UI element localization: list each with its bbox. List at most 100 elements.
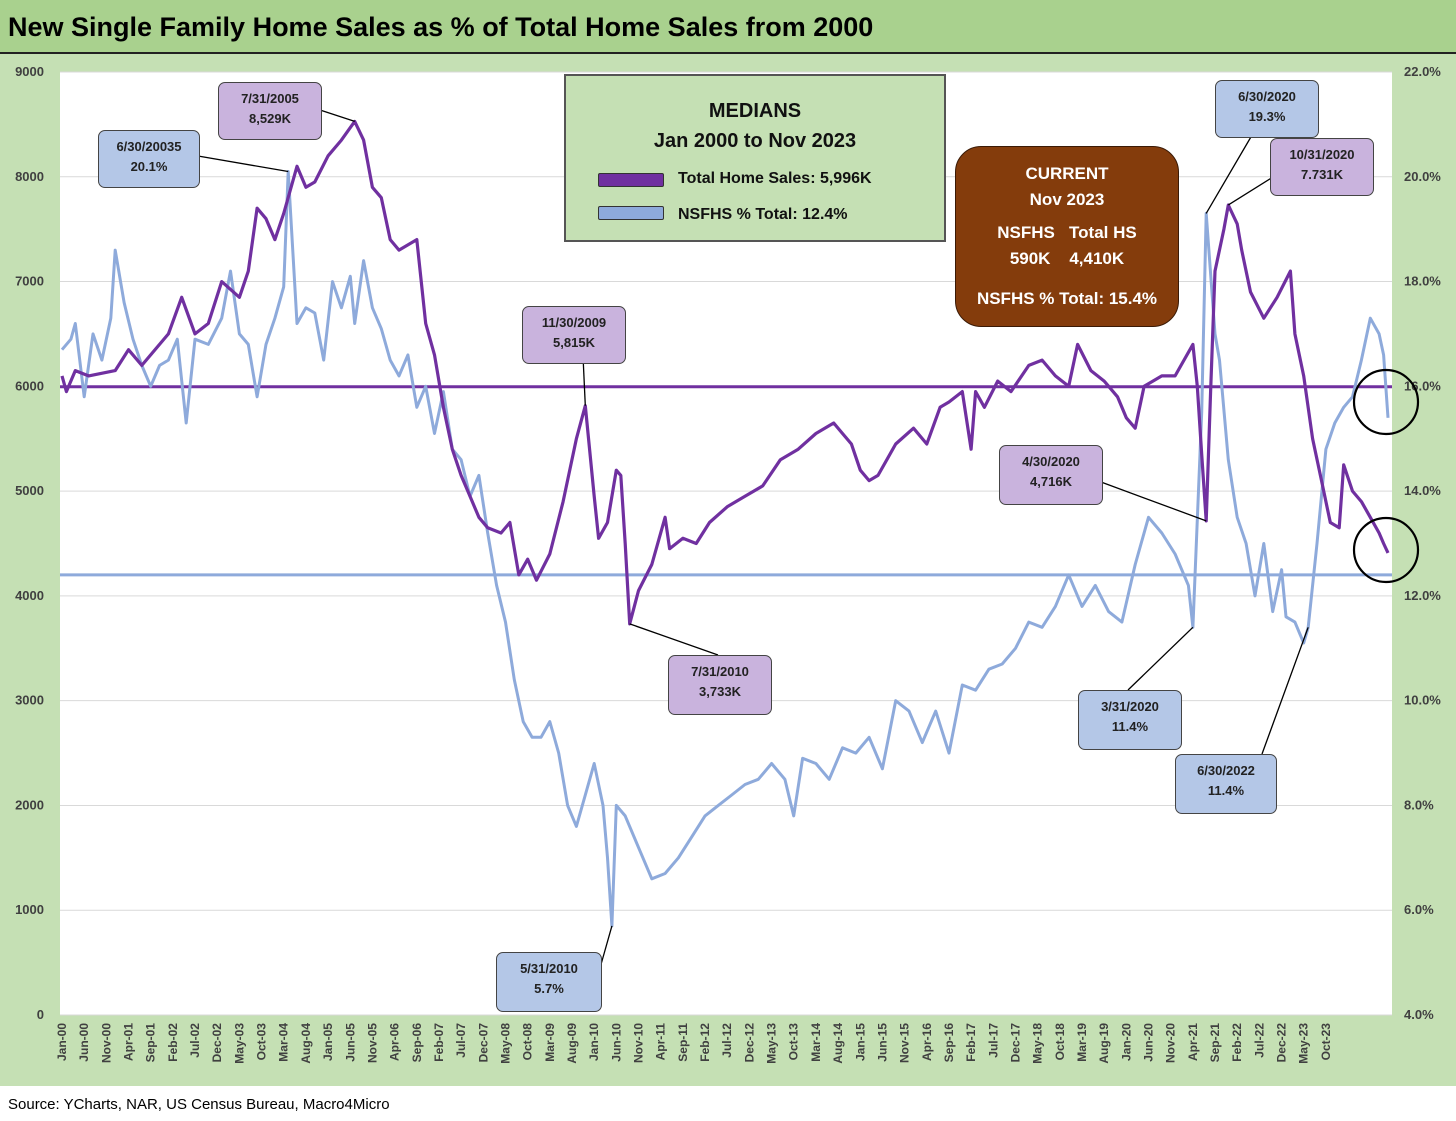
series-lines bbox=[60, 119, 1390, 928]
highlight-circle-total bbox=[1352, 516, 1420, 584]
callout-leader-line bbox=[582, 355, 586, 406]
callout-pct-2003: 6/30/20035 20.1% bbox=[98, 130, 200, 188]
x-tick-label: Apr-06 bbox=[388, 1023, 402, 1061]
callout-leader-line bbox=[1127, 626, 1194, 691]
callout-leader-line bbox=[319, 109, 355, 122]
x-tick-label: Oct-23 bbox=[1319, 1023, 1333, 1061]
x-tick-label: Jul-07 bbox=[454, 1023, 468, 1058]
callout-total-2005: 7/31/2005 8,529K bbox=[218, 82, 322, 140]
x-tick-label: May-13 bbox=[765, 1023, 779, 1064]
x-tick-label: Aug-14 bbox=[831, 1023, 845, 1064]
series-line-total bbox=[60, 119, 1390, 626]
x-tick-label: Jul-22 bbox=[1252, 1023, 1266, 1058]
x-tick-label: Sep-06 bbox=[410, 1023, 424, 1063]
x-tick-label: Mar-14 bbox=[809, 1023, 823, 1062]
y-right-tick-label: 14.0% bbox=[1404, 483, 1441, 498]
x-tick-label: Mar-19 bbox=[1075, 1023, 1089, 1062]
callout-leader-line bbox=[1261, 627, 1309, 755]
callout-value: 7.731K bbox=[1301, 167, 1343, 182]
x-tick-label: Sep-11 bbox=[676, 1023, 690, 1062]
current-line3: NSFHS Total HS bbox=[997, 223, 1137, 242]
highlight-circle-pct bbox=[1352, 368, 1420, 436]
x-tick-label: Jan-00 bbox=[55, 1023, 69, 1061]
x-tick-label: Feb-07 bbox=[432, 1023, 446, 1062]
callout-leader-line bbox=[197, 155, 289, 173]
medians-title: MEDIANS Jan 2000 to Nov 2023 bbox=[566, 96, 944, 156]
series-line-pct bbox=[60, 170, 1390, 928]
callout-value: 5.7% bbox=[534, 981, 564, 996]
x-tick-label: Jan-10 bbox=[587, 1023, 601, 1061]
x-tick-label: May-23 bbox=[1297, 1023, 1311, 1064]
callout-date: 6/30/2022 bbox=[1197, 763, 1255, 778]
x-tick-label: Nov-00 bbox=[99, 1023, 113, 1063]
callout-date: 7/31/2010 bbox=[691, 664, 749, 679]
current-line4: 590K 4,410K bbox=[1009, 249, 1125, 268]
y-right-tick-label: 6.0% bbox=[1404, 902, 1434, 917]
x-tick-label: Nov-20 bbox=[1164, 1023, 1178, 1063]
x-tick-label: Mar-09 bbox=[543, 1023, 557, 1062]
x-tick-label: Mar-04 bbox=[277, 1023, 291, 1062]
x-tick-label: Dec-17 bbox=[1008, 1023, 1022, 1063]
y-right-tick-label: 18.0% bbox=[1404, 274, 1441, 289]
callout-pct-2010: 5/31/2010 5.7% bbox=[496, 952, 602, 1012]
callout-value: 20.1% bbox=[130, 159, 168, 174]
callout-date: 7/31/2005 bbox=[241, 91, 299, 106]
x-tick-label: Jan-15 bbox=[853, 1023, 867, 1061]
x-tick-label: Apr-01 bbox=[122, 1023, 136, 1061]
x-tick-label: Aug-04 bbox=[299, 1023, 313, 1064]
x-tick-label: Jun-00 bbox=[77, 1023, 91, 1062]
current-line1: CURRENT bbox=[1025, 164, 1109, 183]
y-left-tick-label: 4000 bbox=[15, 588, 44, 603]
x-tick-label: Dec-12 bbox=[742, 1023, 756, 1063]
x-tick-label: Nov-15 bbox=[898, 1023, 912, 1063]
x-tick-label: Oct-13 bbox=[787, 1023, 801, 1061]
x-tick-label: Dec-22 bbox=[1275, 1023, 1289, 1063]
callout-pct-2020-jun: 6/30/2020 19.3% bbox=[1215, 80, 1319, 138]
callout-leader-line bbox=[1205, 129, 1256, 214]
x-tick-label: Dec-02 bbox=[210, 1023, 224, 1063]
y-right-tick-label: 10.0% bbox=[1404, 693, 1441, 708]
y-right-tick-label: 4.0% bbox=[1404, 1007, 1434, 1022]
x-tick-label: Oct-18 bbox=[1053, 1023, 1067, 1061]
callout-leader-line bbox=[1100, 481, 1207, 522]
x-tick-label: Jul-17 bbox=[986, 1023, 1000, 1058]
x-tick-label: Sep-01 bbox=[144, 1023, 158, 1063]
callout-date: 11/30/2009 bbox=[541, 315, 607, 330]
y-left-tick-label: 0 bbox=[37, 1007, 44, 1022]
x-tick-label: Jan-05 bbox=[321, 1023, 335, 1061]
callout-pct-2020-mar: 3/31/2020 11.4% bbox=[1078, 690, 1182, 750]
x-tick-label: Aug-19 bbox=[1097, 1023, 1111, 1064]
x-tick-label: Jun-05 bbox=[343, 1023, 357, 1062]
title-bar: New Single Family Home Sales as % of Tot… bbox=[0, 0, 1456, 54]
callout-total-2010: 7/31/2010 3,733K bbox=[668, 655, 772, 715]
median-lines bbox=[60, 385, 1392, 577]
callout-leader-lines bbox=[197, 109, 1309, 969]
x-tick-label: Apr-11 bbox=[654, 1023, 668, 1061]
x-tick-label: Apr-21 bbox=[1186, 1023, 1200, 1061]
y-left-tick-label: 2000 bbox=[15, 797, 44, 812]
y-left-tick-label: 7000 bbox=[15, 274, 44, 289]
callout-leader-line bbox=[629, 623, 719, 656]
x-tick-label: Oct-08 bbox=[521, 1023, 535, 1061]
x-tick-label: Apr-16 bbox=[920, 1023, 934, 1061]
source-note: Source: YCharts, NAR, US Census Bureau, … bbox=[8, 1096, 390, 1113]
x-tick-label: Jun-20 bbox=[1142, 1023, 1156, 1062]
x-tick-label: Sep-21 bbox=[1208, 1023, 1222, 1063]
current-line2: Nov 2023 bbox=[1029, 190, 1105, 209]
callout-date: 10/31/2020 bbox=[1289, 147, 1355, 162]
y-left-tick-label: 8000 bbox=[15, 169, 44, 184]
y-right-tick-label: 20.0% bbox=[1404, 169, 1441, 184]
x-tick-label: Jul-12 bbox=[720, 1023, 734, 1058]
x-tick-label: Feb-22 bbox=[1230, 1023, 1244, 1062]
callout-date: 6/30/2020 bbox=[1238, 89, 1296, 104]
y-right-tick-label: 22.0% bbox=[1404, 64, 1441, 79]
current-line5: NSFHS % Total: 15.4% bbox=[976, 289, 1158, 308]
x-tick-label: Jul-02 bbox=[188, 1023, 202, 1058]
callout-pct-2022: 6/30/2022 11.4% bbox=[1175, 754, 1277, 814]
axes: 0 1000 2000 3000 4000 5000 6000 7000 8000 9000 4.0… bbox=[15, 64, 1441, 1064]
callout-value: 5,815K bbox=[553, 335, 595, 350]
x-tick-label: Nov-05 bbox=[365, 1023, 379, 1063]
callout-total-2009: 11/30/2009 5,815K bbox=[522, 306, 626, 364]
y-left-tick-label: 1000 bbox=[15, 902, 44, 917]
